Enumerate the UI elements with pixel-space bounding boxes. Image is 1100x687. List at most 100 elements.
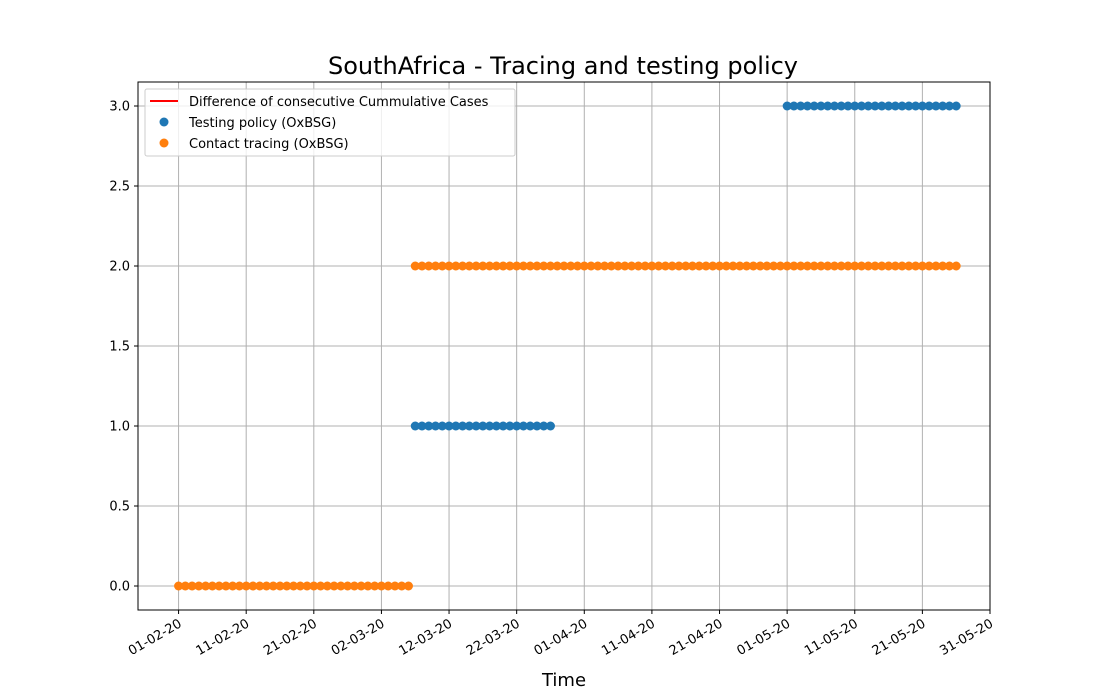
data-point-tracing — [275, 581, 285, 591]
data-point-tracing — [552, 261, 562, 271]
data-point-testing — [897, 101, 907, 111]
data-point-tracing — [343, 581, 353, 591]
data-point-testing — [417, 421, 427, 431]
data-point-tracing — [674, 261, 684, 271]
data-point-tracing — [207, 581, 217, 591]
data-point-tracing — [512, 261, 522, 271]
data-point-tracing — [214, 581, 224, 591]
data-point-tracing — [390, 581, 400, 591]
data-point-tracing — [904, 261, 914, 271]
data-point-tracing — [823, 261, 833, 271]
data-point-testing — [917, 101, 927, 111]
data-point-testing — [539, 421, 549, 431]
data-point-tracing — [241, 581, 251, 591]
data-point-testing — [870, 101, 880, 111]
data-point-tracing — [660, 261, 670, 271]
data-point-tracing — [566, 261, 576, 271]
y-tick-label: 2.5 — [109, 180, 130, 195]
data-point-tracing — [295, 581, 305, 591]
data-point-testing — [836, 101, 846, 111]
y-tick-label: 1.5 — [109, 340, 130, 355]
data-point-tracing — [559, 261, 569, 271]
data-point-tracing — [769, 261, 779, 271]
data-point-tracing — [282, 581, 292, 591]
data-point-tracing — [809, 261, 819, 271]
data-point-testing — [857, 101, 867, 111]
data-point-testing — [863, 101, 873, 111]
data-point-tracing — [640, 261, 650, 271]
y-tick-label: 3.0 — [109, 100, 130, 115]
data-point-tracing — [525, 261, 535, 271]
data-point-testing — [512, 421, 522, 431]
data-point-tracing — [349, 581, 359, 591]
data-point-tracing — [701, 261, 711, 271]
data-point-tracing — [843, 261, 853, 271]
data-point-tracing — [180, 581, 190, 591]
data-point-tracing — [579, 261, 589, 271]
data-point-tracing — [174, 581, 184, 591]
data-point-tracing — [762, 261, 772, 271]
data-point-testing — [938, 101, 948, 111]
data-point-tracing — [228, 581, 238, 591]
data-point-testing — [789, 101, 799, 111]
data-point-testing — [545, 421, 555, 431]
legend-box — [144, 88, 516, 157]
data-point-tracing — [431, 261, 441, 271]
data-point-tracing — [539, 261, 549, 271]
data-point-tracing — [329, 581, 339, 591]
data-point-tracing — [363, 581, 373, 591]
data-point-tracing — [613, 261, 623, 271]
data-point-tracing — [627, 261, 637, 271]
data-point-tracing — [221, 581, 231, 591]
data-point-tracing — [850, 261, 860, 271]
data-point-tracing — [255, 581, 265, 591]
y-tick-label: 1.0 — [109, 420, 130, 435]
chart-title: SouthAfrica - Tracing and testing policy — [328, 52, 798, 80]
data-point-tracing — [464, 261, 474, 271]
data-point-tracing — [802, 261, 812, 271]
data-point-tracing — [370, 581, 380, 591]
data-point-testing — [944, 101, 954, 111]
data-point-testing — [890, 101, 900, 111]
data-point-tracing — [884, 261, 894, 271]
data-point-testing — [444, 421, 454, 431]
data-point-tracing — [518, 261, 528, 271]
data-point-tracing — [775, 261, 785, 271]
data-point-tracing — [444, 261, 454, 271]
data-point-tracing — [829, 261, 839, 271]
data-point-testing — [850, 101, 860, 111]
data-point-tracing — [410, 261, 420, 271]
data-point-tracing — [505, 261, 515, 271]
data-point-testing — [829, 101, 839, 111]
data-point-tracing — [694, 261, 704, 271]
data-point-tracing — [437, 261, 447, 271]
data-point-testing — [464, 421, 474, 431]
data-point-tracing — [951, 261, 961, 271]
data-point-tracing — [586, 261, 596, 271]
data-point-tracing — [917, 261, 927, 271]
data-point-tracing — [728, 261, 738, 271]
data-point-testing — [802, 101, 812, 111]
data-point-tracing — [708, 261, 718, 271]
data-point-tracing — [458, 261, 468, 271]
data-point-tracing — [316, 581, 326, 591]
x-axis-label: Time — [541, 670, 586, 687]
data-point-tracing — [681, 261, 691, 271]
legend-entry-testing: Testing policy (OxBSG) — [188, 116, 336, 131]
data-point-tracing — [593, 261, 603, 271]
data-point-tracing — [322, 581, 332, 591]
data-point-tracing — [545, 261, 555, 271]
data-point-tracing — [647, 261, 657, 271]
data-point-tracing — [789, 261, 799, 271]
data-point-tracing — [485, 261, 495, 271]
data-point-tracing — [383, 581, 393, 591]
data-point-tracing — [289, 581, 299, 591]
data-point-tracing — [911, 261, 921, 271]
data-point-tracing — [897, 261, 907, 271]
data-point-tracing — [261, 581, 271, 591]
data-point-testing — [796, 101, 806, 111]
data-point-tracing — [742, 261, 752, 271]
data-point-testing — [471, 421, 481, 431]
data-point-tracing — [863, 261, 873, 271]
data-point-tracing — [573, 261, 583, 271]
